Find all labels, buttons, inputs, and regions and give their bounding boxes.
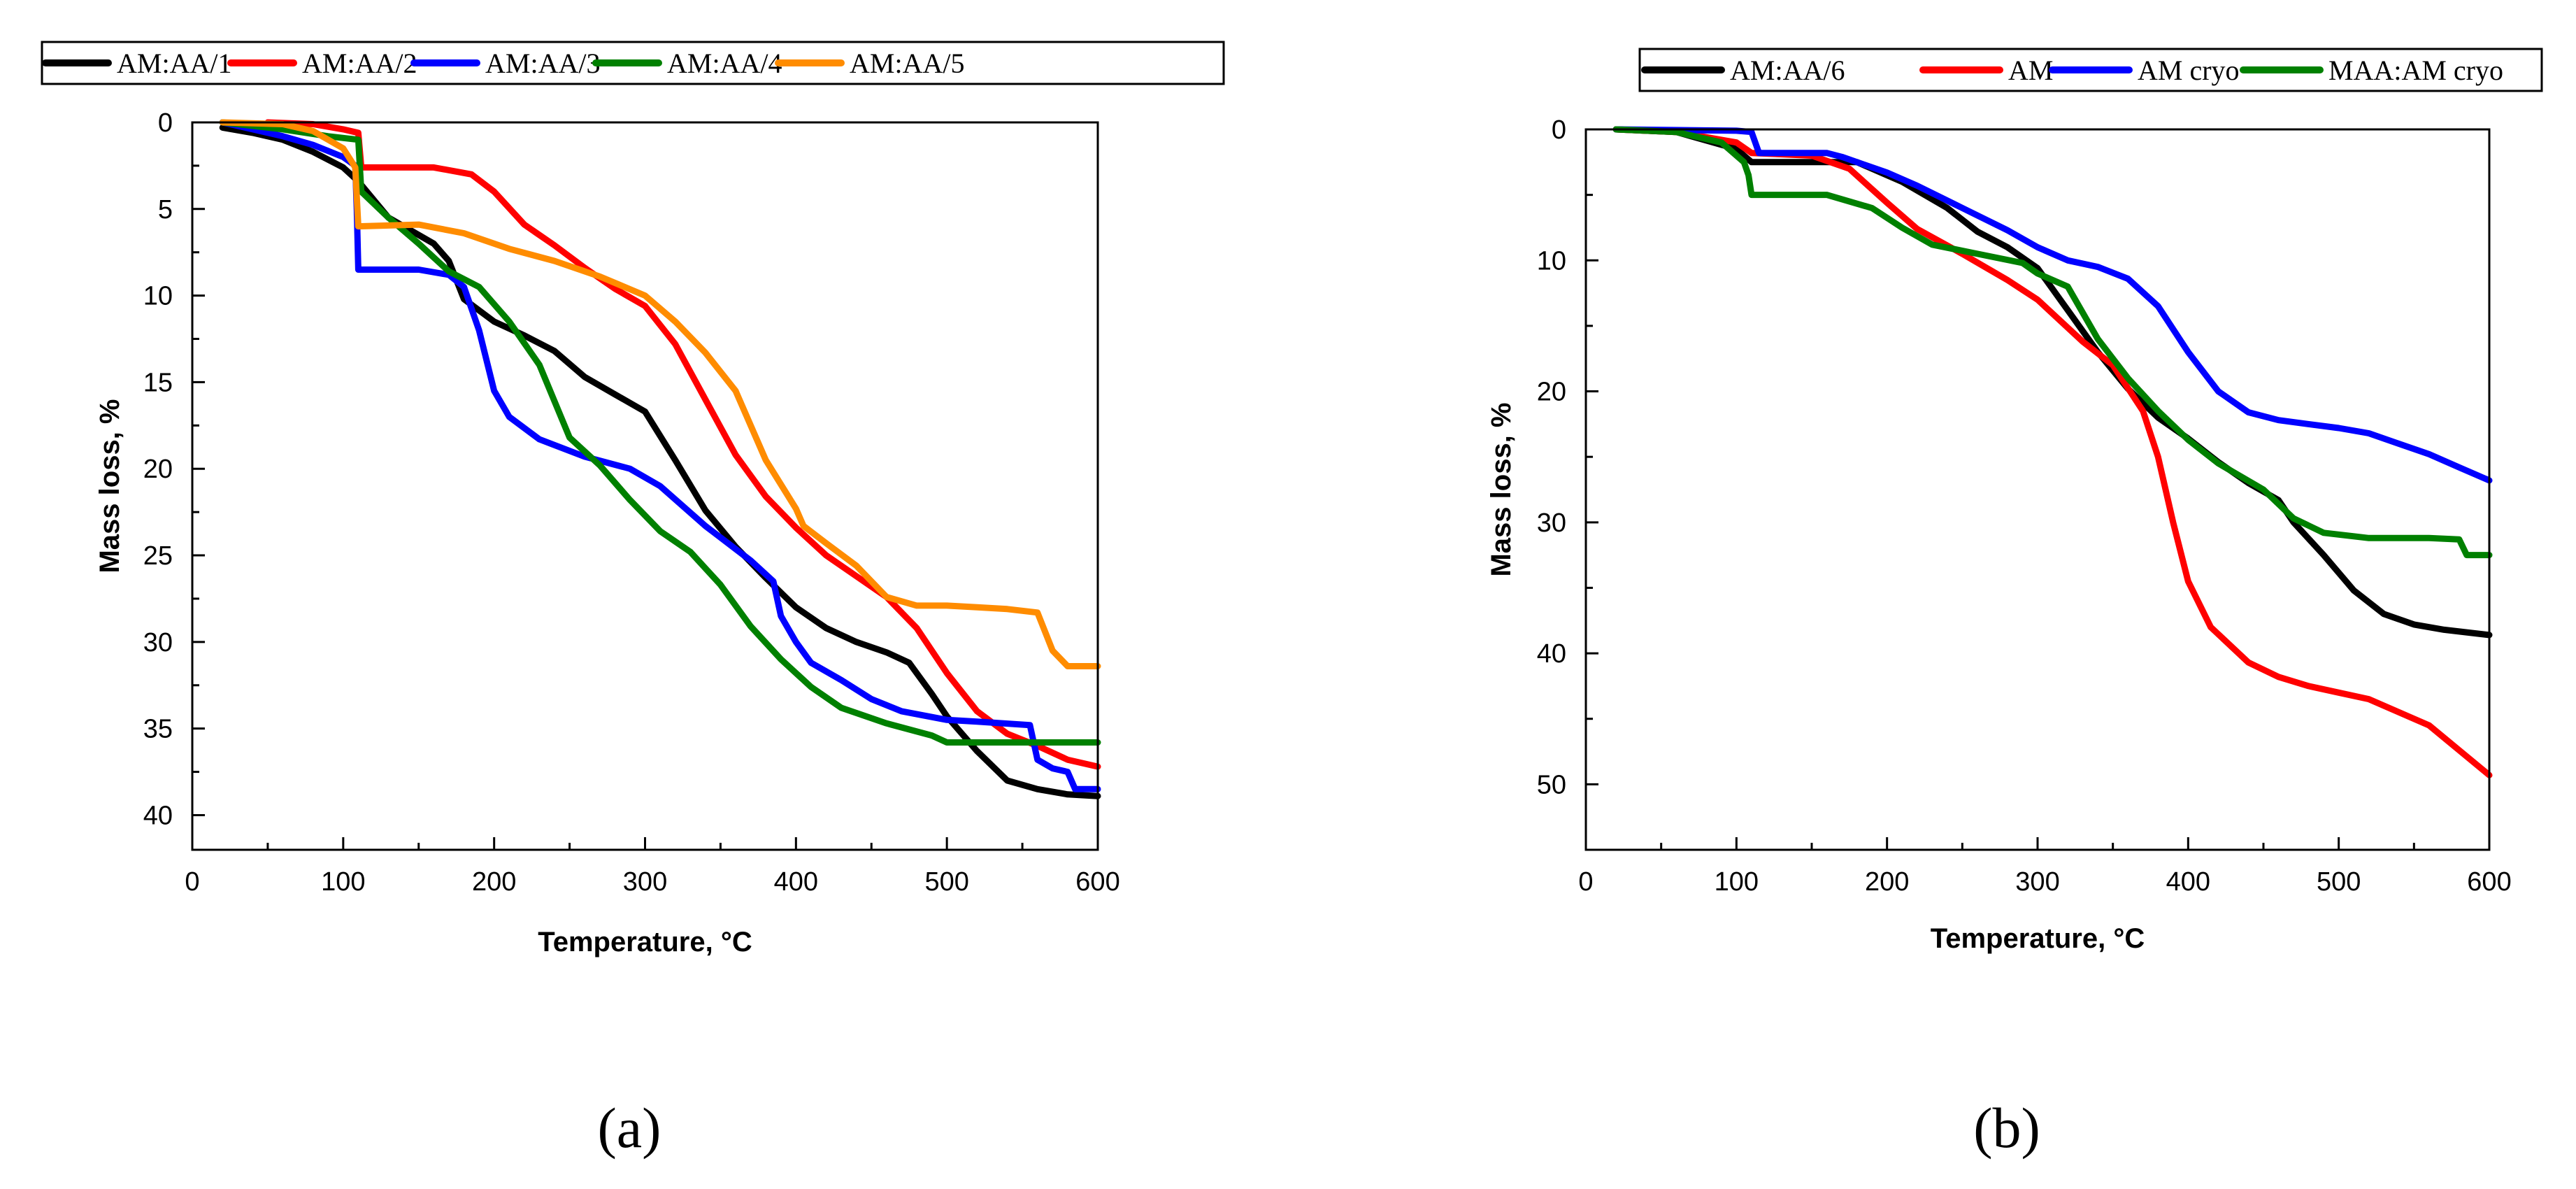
y-tick-label: 5 [158, 195, 173, 225]
x-tick-label: 400 [2166, 867, 2210, 897]
x-tick-label: 0 [1578, 867, 1593, 897]
series-line-am [1612, 126, 2493, 778]
legend-label: AM:AA/4 [667, 48, 782, 79]
y-tick-label: 15 [143, 368, 173, 397]
x-axis-label-b: Temperature, °C [1931, 923, 2145, 954]
legend-label: AM [2008, 55, 2053, 86]
x-tick-label: 300 [623, 867, 667, 897]
chart-panel-a: AM:AA/1 AM:AA/2 AM:AA/3 AM:AA/4 AM:AA/5 0 100… [41, 41, 1225, 1160]
plot-frame-a [191, 121, 1099, 851]
series-line-maa-am-cryo [1612, 126, 2493, 559]
series-line-am-aa-2 [264, 119, 1101, 770]
chart-panel-b: AM:AA/6 AM AM cryo MAA:AM cryo 0 100 200 300 40… [1486, 48, 2543, 1160]
x-tick-label: 600 [2467, 867, 2511, 897]
legend-a: AM:AA/1 AM:AA/2 AM:AA/3 AM:AA/4 AM:AA/5 [42, 48, 964, 79]
x-tick-label: 500 [2317, 867, 2361, 897]
x-tick-label: 600 [1075, 867, 1119, 897]
x-tick-label: 300 [2015, 867, 2059, 897]
y-tick-label: 30 [1537, 508, 1566, 538]
legend-label: AM:AA/1 [117, 48, 231, 79]
plot-lines-b [1612, 126, 2493, 778]
x-tick-label: 400 [774, 867, 818, 897]
plot-lines-a [219, 119, 1101, 799]
legend-label: MAA:AM cryo [2328, 55, 2503, 86]
y-tick-label: 10 [143, 282, 173, 311]
y-tick-label: 0 [1552, 115, 1566, 145]
x-tick-label: 0 [185, 867, 199, 897]
y-axis-label-a: Mass loss, % [94, 399, 125, 573]
series-line-am-cryo [1612, 126, 2493, 484]
series-line-am-aa-5 [219, 119, 1101, 669]
y-tick-label: 40 [1537, 639, 1566, 669]
y-tick-label: 35 [143, 715, 173, 744]
x-axis-label-a: Temperature, °C [538, 927, 752, 957]
axis-ticks-b: 0 100 200 300 400 500 600 0 10 20 30 40 50 [1537, 115, 2512, 897]
y-tick-label: 50 [1537, 770, 1566, 799]
y-axis-label-b: Mass loss, % [1486, 402, 1517, 576]
legend-box-b [1638, 48, 2543, 92]
x-tick-label: 200 [1865, 867, 1909, 897]
legend-b: AM:AA/6 AM AM cryo MAA:AM cryo [1641, 55, 2503, 86]
legend-label: AM:AA/5 [850, 48, 964, 79]
legend-label: AM:AA/2 [302, 48, 417, 79]
panel-caption-b: (b) [1973, 1096, 2040, 1160]
axis-ticks-a: 0 100 200 300 400 500 600 0 5 10 15 20 25 30 35 40 [143, 108, 1120, 897]
series-line-am-aa-4 [219, 119, 1101, 746]
y-tick-label: 40 [143, 801, 173, 830]
y-tick-label: 0 [158, 108, 173, 138]
legend-label: AM:AA/3 [485, 48, 600, 79]
x-tick-label: 500 [924, 867, 968, 897]
y-tick-label: 20 [1537, 378, 1566, 407]
legend-label: AM:AA/6 [1730, 55, 1845, 86]
panel-caption-a: (a) [597, 1096, 661, 1160]
plot-frame-b [1584, 128, 2491, 851]
y-tick-label: 25 [143, 541, 173, 571]
y-tick-label: 30 [143, 628, 173, 657]
y-tick-label: 10 [1537, 246, 1566, 276]
x-tick-label: 100 [1715, 867, 1759, 897]
y-tick-label: 20 [143, 455, 173, 484]
x-tick-label: 100 [321, 867, 365, 897]
legend-label: AM cryo [2138, 55, 2240, 86]
x-tick-label: 200 [472, 867, 516, 897]
